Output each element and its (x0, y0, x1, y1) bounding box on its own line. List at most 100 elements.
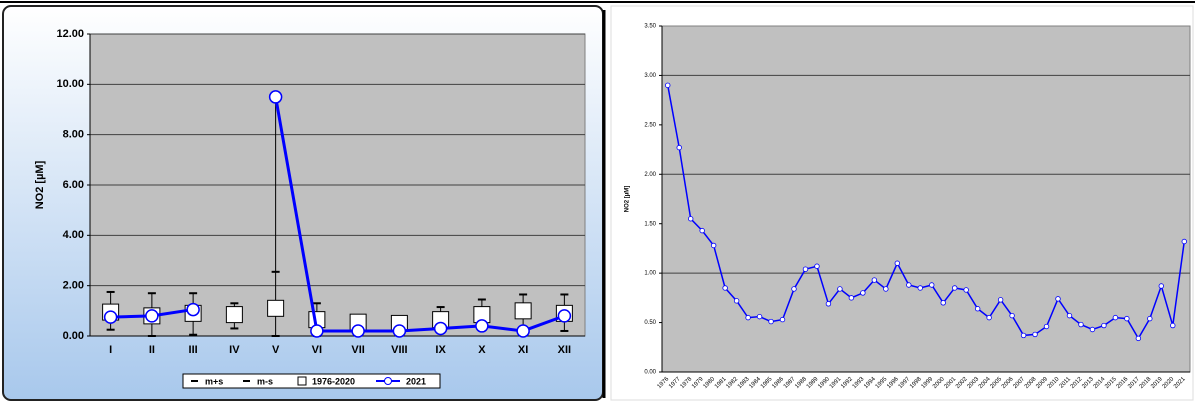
x-tick-label: VI (312, 344, 322, 356)
y-tick-label: 0.00 (644, 370, 656, 376)
circle-marker (475, 319, 489, 333)
legend-symbol (384, 377, 392, 385)
y-tick-label: 10.00 (56, 78, 84, 90)
x-tick-label: I (109, 344, 112, 356)
circle-marker (917, 285, 923, 291)
circle-marker (1101, 322, 1107, 329)
circle-marker (1170, 322, 1176, 329)
circle-marker (986, 314, 992, 321)
circle-marker (1009, 312, 1015, 319)
circle-marker (733, 298, 740, 304)
circle-marker (1112, 314, 1119, 321)
x-tick-label: VII (351, 344, 364, 356)
legend-box (182, 373, 441, 389)
legend-symbol (297, 376, 307, 386)
circle-marker (802, 266, 809, 272)
x-tick-label: X (478, 344, 486, 356)
legend-label: 2021 (406, 376, 426, 386)
circle-marker (1066, 312, 1073, 319)
circle-marker (837, 286, 843, 292)
circle-marker (516, 324, 530, 338)
circle-marker (557, 309, 572, 323)
y-tick-label: 1.00 (644, 271, 656, 277)
circle-marker (1089, 326, 1096, 333)
square-marker (225, 306, 243, 324)
series-line (667, 85, 1186, 340)
circle-marker (906, 282, 912, 288)
circle-marker (860, 290, 866, 296)
circle-marker (779, 316, 786, 323)
y-axis-label: NO2 [µM] (625, 186, 631, 212)
legend-label: m+s (205, 376, 223, 386)
circle-marker (974, 306, 981, 312)
x-tick-label: IX (435, 344, 446, 356)
circle-marker (145, 309, 159, 323)
circle-marker (310, 324, 324, 338)
circle-marker (825, 301, 832, 307)
circle-marker (186, 302, 200, 317)
circle-marker (1043, 323, 1050, 330)
circle-marker (1055, 296, 1061, 302)
y-tick-label: 3.00 (644, 73, 656, 79)
y-tick-label: 2.50 (644, 122, 656, 128)
y-axis-label: NO2 [µM] (34, 160, 46, 209)
y-tick-label: 0.50 (644, 320, 656, 326)
y-tick-label: 2.00 (63, 280, 84, 292)
y-tick-label: 3.50 (644, 24, 656, 30)
circle-marker (1032, 331, 1038, 338)
circle-marker (433, 321, 448, 336)
x-tick-label: XI (518, 344, 528, 356)
x-tick-label: V (272, 344, 280, 356)
circle-marker (848, 295, 855, 301)
circle-marker (268, 90, 283, 104)
series-line (274, 96, 565, 333)
circle-marker (745, 314, 751, 321)
circle-marker (871, 277, 878, 283)
circle-marker (791, 286, 797, 292)
circle-marker (963, 287, 969, 293)
circle-marker (687, 216, 694, 222)
x-tick-label: III (189, 344, 198, 356)
circle-marker (1147, 315, 1153, 322)
x-tick-label: IV (229, 344, 240, 356)
y-tick-label: 0.00 (63, 330, 84, 342)
circle-marker (1078, 321, 1084, 328)
circle-marker (676, 144, 682, 151)
circle-marker (103, 310, 118, 324)
circle-marker (894, 260, 901, 266)
circle-marker (699, 227, 705, 234)
circle-marker (883, 286, 889, 292)
circle-marker (392, 324, 407, 338)
circle-marker (351, 324, 365, 338)
square-marker (267, 299, 285, 317)
y-tick-label: 12.00 (56, 28, 84, 40)
y-tick-label: 4.00 (63, 229, 84, 241)
x-tick-label: XII (558, 344, 571, 356)
circle-marker (1158, 283, 1165, 289)
circle-marker (665, 82, 671, 89)
y-tick-label: 2.00 (644, 172, 656, 178)
circle-marker (1020, 332, 1027, 339)
circle-marker (997, 297, 1004, 303)
circle-marker (951, 285, 958, 291)
circle-marker (768, 318, 774, 325)
circle-marker (1124, 315, 1130, 322)
circle-marker (1135, 335, 1142, 342)
square-marker (514, 302, 532, 320)
circle-marker (929, 282, 935, 288)
circle-marker (722, 285, 728, 291)
legend-label: m-s (257, 376, 273, 386)
x-tick-label: VIII (391, 344, 408, 356)
circle-marker (756, 313, 763, 320)
y-tick-label: 6.00 (63, 179, 84, 191)
y-tick-label: 8.00 (63, 129, 84, 141)
x-tick-label: II (149, 344, 155, 356)
circle-marker (940, 300, 946, 306)
circle-marker (710, 242, 717, 249)
plot-area (661, 25, 1191, 373)
circle-marker (814, 263, 820, 269)
circle-marker (1181, 238, 1187, 245)
y-tick-label: 1.50 (644, 221, 656, 227)
